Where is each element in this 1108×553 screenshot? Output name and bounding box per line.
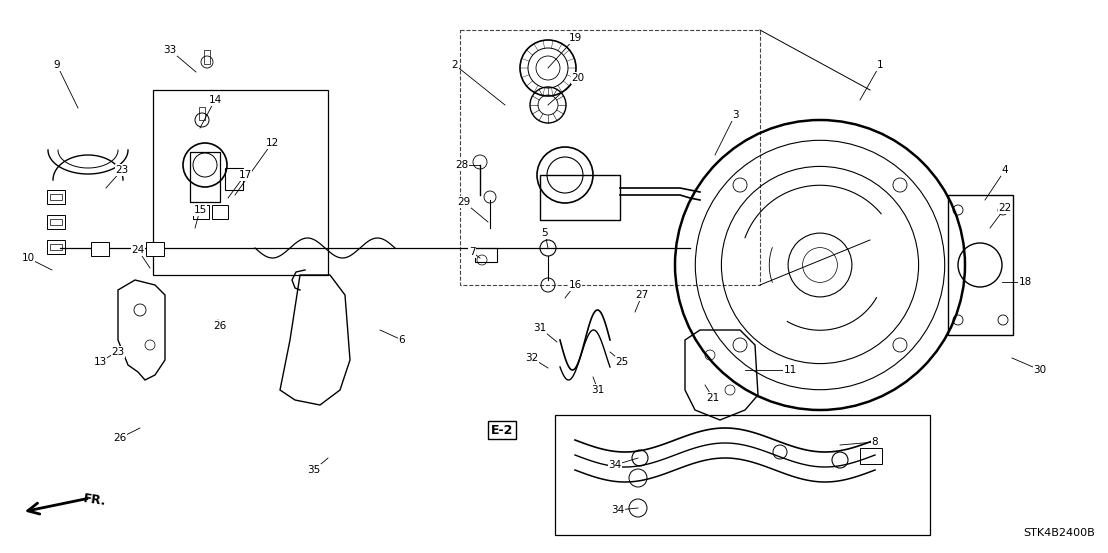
Text: FR.: FR. (82, 492, 106, 508)
Bar (212, 205, 228, 219)
Text: E-2: E-2 (491, 424, 513, 436)
Bar (91, 242, 109, 256)
Text: 9: 9 (53, 60, 60, 70)
Text: 27: 27 (635, 290, 648, 300)
Text: 32: 32 (525, 353, 538, 363)
Text: 31: 31 (592, 385, 605, 395)
Text: 14: 14 (208, 95, 222, 105)
Text: 33: 33 (163, 45, 176, 55)
Bar (225, 168, 243, 190)
Text: 26: 26 (113, 433, 126, 443)
Text: 31: 31 (533, 323, 546, 333)
Text: 18: 18 (1018, 277, 1032, 287)
Bar (153, 90, 328, 275)
Text: 22: 22 (998, 203, 1012, 213)
Bar (199, 107, 205, 120)
Bar (948, 195, 1013, 335)
Text: 16: 16 (568, 280, 582, 290)
Bar (204, 50, 211, 64)
Bar (50, 194, 62, 200)
Text: 10: 10 (21, 253, 34, 263)
Bar (189, 152, 220, 202)
Bar (146, 242, 164, 256)
Text: 15: 15 (194, 205, 206, 215)
Text: 19: 19 (568, 33, 582, 43)
Bar (47, 190, 65, 204)
Text: 8: 8 (872, 437, 879, 447)
Text: 20: 20 (572, 73, 585, 83)
Bar (475, 248, 497, 262)
Text: 34: 34 (608, 460, 622, 470)
Text: 28: 28 (455, 160, 469, 170)
Bar (47, 240, 65, 254)
Text: 26: 26 (214, 321, 227, 331)
Bar (47, 215, 65, 229)
Text: 2: 2 (452, 60, 459, 70)
Text: 30: 30 (1034, 365, 1047, 375)
Bar (540, 175, 620, 220)
Text: 5: 5 (542, 228, 548, 238)
Bar (50, 219, 62, 225)
Text: 13: 13 (93, 357, 106, 367)
Bar (193, 205, 209, 219)
Text: 3: 3 (731, 110, 738, 120)
Text: 24: 24 (132, 245, 145, 255)
Text: 23: 23 (112, 347, 124, 357)
Text: 23: 23 (115, 165, 129, 175)
Bar (860, 448, 882, 464)
Text: STK4B2400B: STK4B2400B (1024, 528, 1095, 538)
Text: 25: 25 (615, 357, 628, 367)
Text: 12: 12 (266, 138, 278, 148)
Text: 7: 7 (469, 247, 475, 257)
Text: 11: 11 (783, 365, 797, 375)
Bar (50, 244, 62, 250)
Text: 34: 34 (612, 505, 625, 515)
Text: 1: 1 (876, 60, 883, 70)
Text: 35: 35 (307, 465, 320, 475)
Text: 4: 4 (1002, 165, 1008, 175)
Bar (555, 415, 930, 535)
Text: 21: 21 (707, 393, 719, 403)
Text: 6: 6 (399, 335, 406, 345)
Bar (460, 30, 760, 285)
Text: 29: 29 (458, 197, 471, 207)
Text: 17: 17 (238, 170, 252, 180)
